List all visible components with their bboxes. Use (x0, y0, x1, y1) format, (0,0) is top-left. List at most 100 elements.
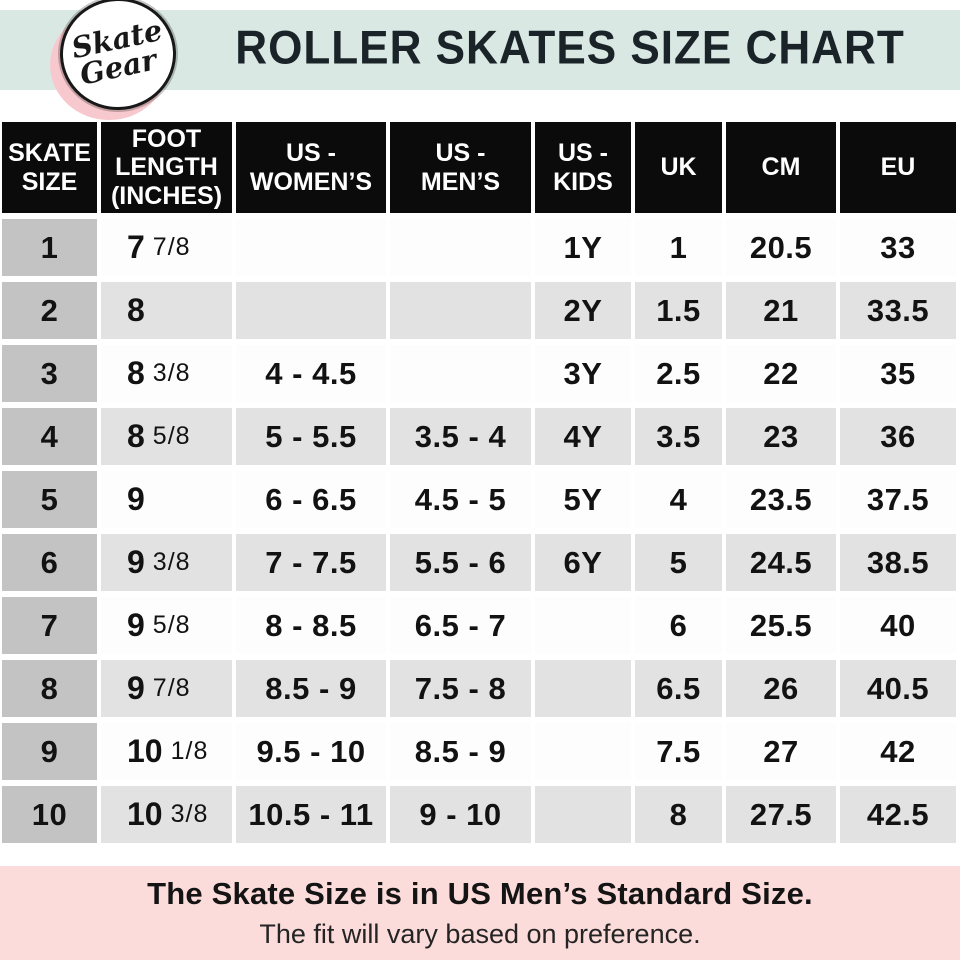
cell-skate-size: 2 (2, 282, 97, 339)
foot-length-whole: 9 (127, 481, 145, 517)
cell-cm: 22 (726, 345, 836, 402)
cell-us-kids: 1Y (535, 219, 631, 276)
cell-foot-length: 7 7/8 (101, 219, 232, 276)
foot-length-fraction: 3/8 (152, 359, 191, 387)
footer-note-primary: The Skate Size is in US Men’s Standard S… (147, 876, 813, 911)
column-header-eu: EU (840, 122, 956, 213)
cell-eu: 37.5 (840, 471, 956, 528)
cell-cm: 20.5 (726, 219, 836, 276)
cell-us-kids (535, 786, 631, 843)
cell-foot-length: 8 5/8 (101, 408, 232, 465)
cell-eu: 42.5 (840, 786, 956, 843)
column-header-us-mens: US - MEN’S (390, 122, 531, 213)
cell-us-mens: 7.5 - 8 (390, 660, 531, 717)
cell-cm: 27 (726, 723, 836, 780)
cell-foot-length: 8 (101, 282, 232, 339)
cell-eu: 35 (840, 345, 956, 402)
foot-length-whole: 8 (127, 355, 145, 391)
cell-skate-size: 8 (2, 660, 97, 717)
cell-eu: 33.5 (840, 282, 956, 339)
foot-length-fraction: 7/8 (152, 674, 191, 702)
cell-us-kids: 5Y (535, 471, 631, 528)
cell-foot-length: 8 3/8 (101, 345, 232, 402)
column-header-foot-length: FOOT LENGTH (INCHES) (101, 122, 232, 213)
footer-note-secondary: The fit will vary based on preference. (259, 919, 701, 949)
cell-skate-size: 6 (2, 534, 97, 591)
cell-us-kids: 4Y (535, 408, 631, 465)
cell-us-mens (390, 345, 531, 402)
foot-length-whole: 10 (127, 733, 163, 769)
cell-uk: 4 (635, 471, 722, 528)
cell-us-womens: 10.5 - 11 (236, 786, 386, 843)
cell-us-womens (236, 282, 386, 339)
cell-skate-size: 3 (2, 345, 97, 402)
cell-us-kids (535, 723, 631, 780)
cell-eu: 42 (840, 723, 956, 780)
cell-uk: 7.5 (635, 723, 722, 780)
foot-length-fraction: 5/8 (152, 611, 191, 639)
cell-us-mens (390, 282, 531, 339)
cell-eu: 38.5 (840, 534, 956, 591)
cell-foot-length: 9 3/8 (101, 534, 232, 591)
cell-uk: 1.5 (635, 282, 722, 339)
cell-skate-size: 7 (2, 597, 97, 654)
cell-uk: 3.5 (635, 408, 722, 465)
cell-uk: 8 (635, 786, 722, 843)
column-header-us-womens: US - WOMEN’S (236, 122, 386, 213)
cell-us-kids: 2Y (535, 282, 631, 339)
foot-length-whole: 7 (127, 229, 145, 265)
cell-cm: 24.5 (726, 534, 836, 591)
cell-us-womens: 8 - 8.5 (236, 597, 386, 654)
cell-foot-length: 9 5/8 (101, 597, 232, 654)
cell-foot-length: 10 3/8 (101, 786, 232, 843)
cell-cm: 27.5 (726, 786, 836, 843)
cell-foot-length: 10 1/8 (101, 723, 232, 780)
size-table: SKATE SIZE FOOT LENGTH (INCHES) US - WOM… (2, 122, 958, 843)
cell-cm: 23 (726, 408, 836, 465)
cell-cm: 26 (726, 660, 836, 717)
cell-us-mens: 6.5 - 7 (390, 597, 531, 654)
cell-uk: 6 (635, 597, 722, 654)
column-header-uk: UK (635, 122, 722, 213)
cell-cm: 21 (726, 282, 836, 339)
cell-skate-size: 4 (2, 408, 97, 465)
cell-us-womens: 7 - 7.5 (236, 534, 386, 591)
column-header-us-kids: US - KIDS (535, 122, 631, 213)
cell-eu: 40.5 (840, 660, 956, 717)
cell-skate-size: 5 (2, 471, 97, 528)
cell-cm: 23.5 (726, 471, 836, 528)
foot-length-whole: 9 (127, 670, 145, 706)
foot-length-whole: 8 (127, 292, 145, 328)
foot-length-fraction: 3/8 (170, 800, 209, 828)
cell-eu: 33 (840, 219, 956, 276)
foot-length-whole: 9 (127, 544, 145, 580)
cell-us-womens: 4 - 4.5 (236, 345, 386, 402)
cell-us-kids (535, 597, 631, 654)
cell-skate-size: 9 (2, 723, 97, 780)
cell-us-kids: 6Y (535, 534, 631, 591)
cell-uk: 1 (635, 219, 722, 276)
cell-us-mens: 9 - 10 (390, 786, 531, 843)
cell-eu: 36 (840, 408, 956, 465)
page-title: ROLLER SKATES SIZE CHART (235, 20, 905, 75)
cell-foot-length: 9 (101, 471, 232, 528)
cell-us-mens: 3.5 - 4 (390, 408, 531, 465)
cell-us-mens: 5.5 - 6 (390, 534, 531, 591)
cell-skate-size: 10 (2, 786, 97, 843)
brand-logo: Skate Gear (50, 0, 186, 126)
foot-length-whole: 9 (127, 607, 145, 643)
cell-us-womens: 6 - 6.5 (236, 471, 386, 528)
cell-us-kids (535, 660, 631, 717)
cell-uk: 2.5 (635, 345, 722, 402)
foot-length-fraction: 1/8 (170, 737, 209, 765)
cell-us-kids: 3Y (535, 345, 631, 402)
cell-cm: 25.5 (726, 597, 836, 654)
cell-us-womens: 5 - 5.5 (236, 408, 386, 465)
cell-us-womens: 8.5 - 9 (236, 660, 386, 717)
cell-eu: 40 (840, 597, 956, 654)
cell-us-womens (236, 219, 386, 276)
cell-uk: 5 (635, 534, 722, 591)
foot-length-fraction: 3/8 (152, 548, 191, 576)
cell-us-womens: 9.5 - 10 (236, 723, 386, 780)
